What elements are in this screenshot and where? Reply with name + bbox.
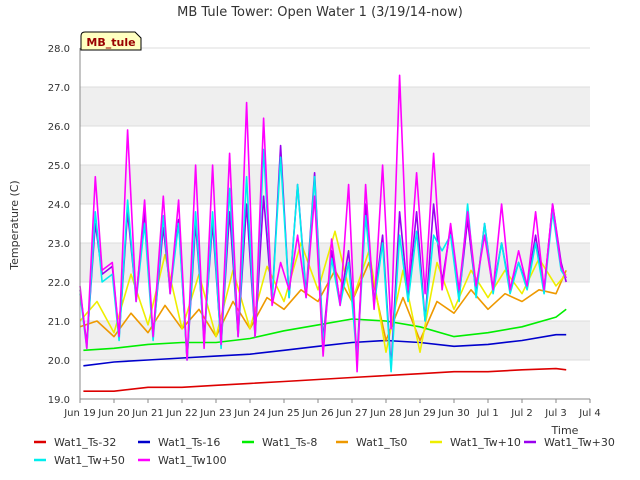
site-label: MB_tule [86, 36, 135, 49]
series-line-wat1-ts-32 [83, 367, 567, 392]
series-line-wat1-ts-8 [83, 308, 567, 352]
grid-band [80, 321, 590, 360]
y-tick-label: 23.0 [48, 239, 70, 250]
legend-item: Wat1_Tw+10 [430, 436, 521, 449]
legend-label: Wat1_Ts-32 [54, 436, 116, 449]
legend-label: Wat1_Tw+50 [54, 454, 125, 467]
series-line-wat1-ts-16 [83, 333, 567, 367]
x-tick-label: Jun 23 [199, 408, 232, 419]
x-tick-label: Jun 29 [403, 408, 436, 419]
legend-item: Wat1_Tw100 [138, 454, 227, 467]
x-tick-label: Jun 20 [97, 408, 130, 419]
y-tick-label: 24.0 [48, 200, 70, 211]
y-tick-label: 21.0 [48, 317, 70, 328]
x-tick-label: Jun 27 [335, 408, 368, 419]
grid-band [80, 165, 590, 204]
x-tick-label: Jul 4 [578, 408, 601, 419]
y-tick-label: 28.0 [48, 44, 70, 55]
legend-label: Wat1_Tw+10 [450, 436, 521, 449]
x-tick-label: Jun 19 [63, 408, 96, 419]
x-axis-label: Time [551, 424, 579, 437]
site-label-badge: MB_tule [80, 31, 142, 51]
y-tick-label: 25.0 [48, 161, 70, 172]
series-line-wat1-tw-10 [79, 230, 567, 353]
series-line-wat1-ts0 [79, 261, 567, 342]
chart-title: MB Tule Tower: Open Water 1 (3/19/14-now… [177, 5, 463, 20]
x-tick-label: Jul 2 [510, 408, 533, 419]
series-layer [79, 74, 567, 392]
legend-label: Wat1_Tw100 [158, 454, 227, 467]
legend-label: Wat1_Tw+30 [544, 436, 615, 449]
x-tick-label: Jun 26 [301, 408, 334, 419]
plot-background [80, 48, 590, 399]
legend-item: Wat1_Ts-8 [242, 436, 317, 449]
y-tick-label: 27.0 [48, 83, 70, 94]
x-tick-label: Jun 21 [131, 408, 164, 419]
legend-item: Wat1_Ts-16 [138, 436, 220, 449]
x-tick-label: Jul 1 [476, 408, 499, 419]
grid-band [80, 87, 590, 126]
y-tick-label: 19.0 [48, 395, 70, 406]
series-line-wat1-tw100 [79, 74, 567, 373]
x-tick-label: Jun 28 [369, 408, 402, 419]
y-tick-label: 20.0 [48, 356, 70, 367]
legend-item: Wat1_Ts-32 [34, 436, 116, 449]
legend-label: Wat1_Ts0 [356, 436, 407, 449]
legend: Wat1_Ts-32 Wat1_Ts-16 Wat1_Ts-8 Wat1_Ts0 Wat… [34, 436, 615, 467]
legend-item: Wat1_Ts0 [336, 436, 407, 449]
y-tick-label: 26.0 [48, 122, 70, 133]
legend-label: Wat1_Ts-8 [262, 436, 317, 449]
axes [79, 48, 590, 400]
x-tick-label: Jul 3 [544, 408, 567, 419]
x-tick-label: Jun 30 [437, 408, 470, 419]
x-tick-labels: Jun 19 Jun 20 Jun 21 Jun 22 Jun 23 Jun 24 Jun … [63, 399, 601, 419]
legend-label: Wat1_Ts-16 [158, 436, 220, 449]
y-tick-label: 22.0 [48, 278, 70, 289]
x-tick-label: Jun 22 [165, 408, 198, 419]
x-tick-label: Jun 24 [233, 408, 266, 419]
y-tick-labels: 19.0 20.0 21.0 22.0 23.0 24.0 25.0 26.0 27.0 28.0 [48, 44, 70, 406]
legend-item: Wat1_Tw+50 [34, 454, 125, 467]
legend-item: Wat1_Tw+30 [524, 436, 615, 449]
x-tick-label: Jun 25 [267, 408, 300, 419]
y-axis-label: Temperature (C) [8, 180, 21, 270]
